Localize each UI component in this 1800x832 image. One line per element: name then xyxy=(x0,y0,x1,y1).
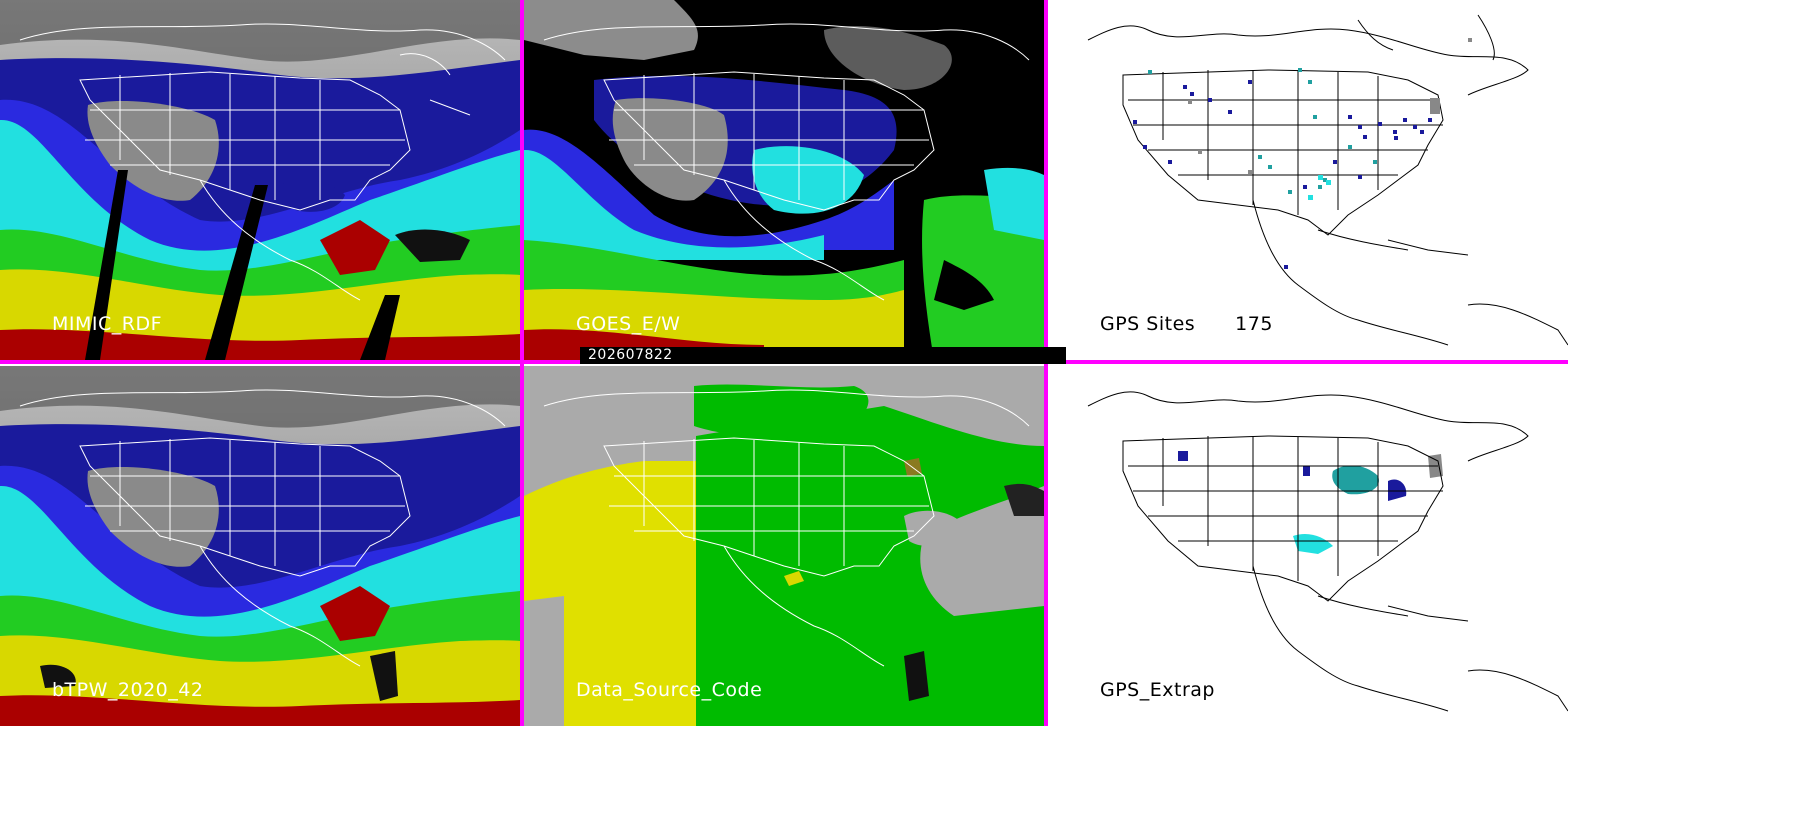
panel-label-goes: GOES_E/W xyxy=(576,313,681,335)
tpw-map-mimic xyxy=(0,0,520,360)
tpw-composite-view: MIMIC_RDF GOES_E/W xyxy=(0,0,1568,726)
panel-label-btpw: bTPW_2020_42 xyxy=(52,679,204,701)
panel-label-gps-sites: GPS Sites 175 xyxy=(1100,313,1273,335)
panel-gps-extrap: GPS_Extrap xyxy=(1048,366,1568,726)
panel-goes: GOES_E/W xyxy=(524,0,1044,360)
tpw-map-btpw xyxy=(0,366,520,726)
tpw-map-goes xyxy=(524,0,1044,360)
gps-site-markers xyxy=(1133,80,1432,269)
panel-label-data-source: Data_Source_Code xyxy=(576,679,763,701)
gps-site-map xyxy=(1048,0,1568,360)
panel-mimic-rdf: MIMIC_RDF xyxy=(0,0,520,360)
timestamp-text: 202607822 xyxy=(588,347,673,363)
panel-label-gps-extrap: GPS_Extrap xyxy=(1100,679,1215,701)
panel-gps-sites: GPS Sites 175 xyxy=(1048,0,1568,360)
timestamp-bar: 202607822 xyxy=(580,347,1066,364)
gps-extrap-map xyxy=(1048,366,1568,726)
data-source-map xyxy=(524,366,1044,726)
panel-label-mimic: MIMIC_RDF xyxy=(52,313,163,335)
gps-sites-title: GPS Sites xyxy=(1100,313,1196,335)
panel-btpw: bTPW_2020_42 xyxy=(0,366,520,726)
panel-data-source: Data_Source_Code xyxy=(524,366,1044,726)
gps-sites-count: 175 xyxy=(1235,313,1273,335)
